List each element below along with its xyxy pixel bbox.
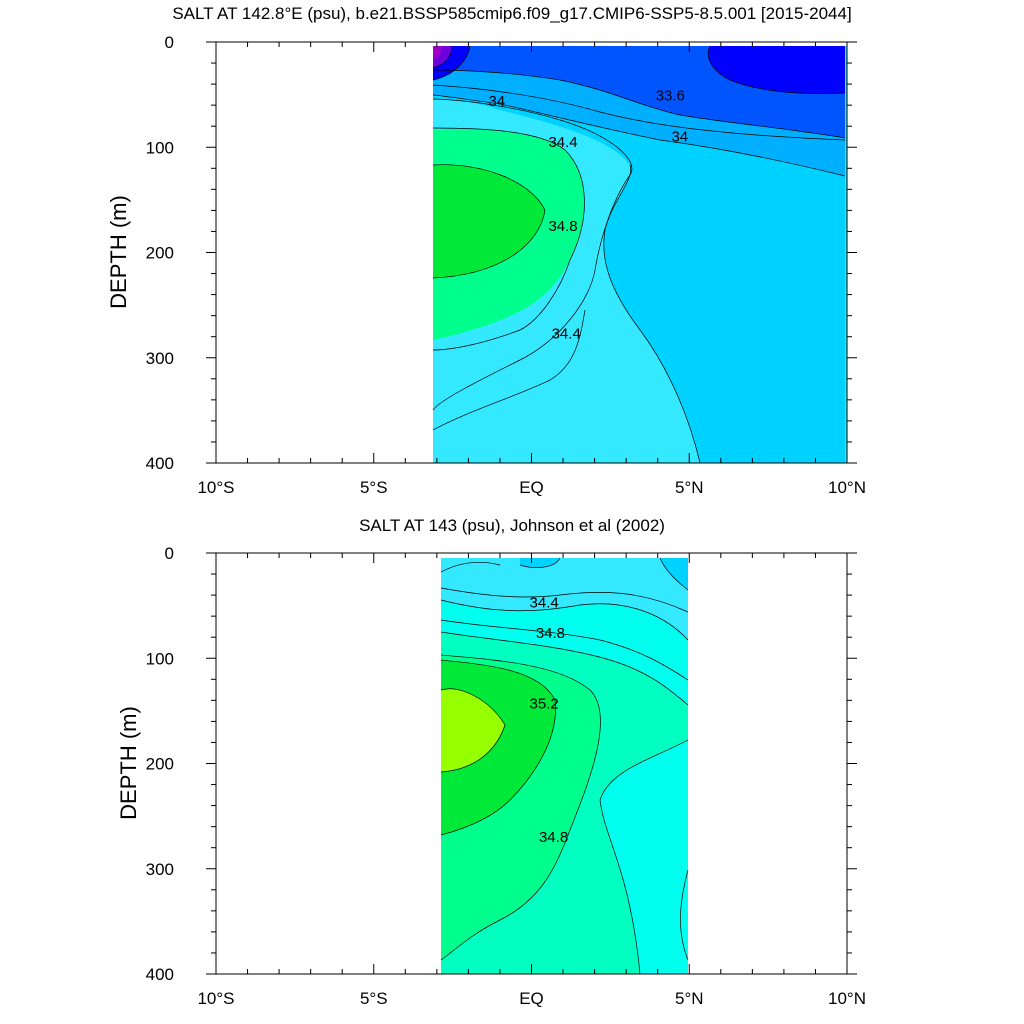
bottom-fill-34-4 (441, 558, 688, 640)
top-y-axis-title: DEPTH (m) (106, 195, 131, 309)
bottom-y-tick-label: 0 (165, 544, 174, 563)
top-contour-label: 34 (671, 129, 688, 146)
bottom-contour-lines (440, 557, 689, 974)
bottom-x-tick-label: 10°N (828, 989, 866, 1008)
bottom-contour-label: 34.8 (536, 625, 565, 642)
top-contour-label: 34.4 (548, 134, 577, 151)
bottom-y-tick-label: 100 (146, 649, 174, 668)
bottom-fill-34-2 (520, 558, 688, 590)
top-y-tick-label: 200 (146, 244, 174, 263)
bottom-contour-label: 34.4 (530, 594, 559, 611)
bottom-chart-title: SALT AT 143 (psu), Johnson et al (2002) (359, 516, 665, 535)
top-contour-label: 33.6 (656, 88, 685, 105)
bottom-x-tick-label: 5°S (360, 989, 388, 1008)
top-y-tick-label: 300 (146, 349, 174, 368)
top-chart-title: SALT AT 142.8°E (psu), b.e21.BSSP585cmip… (172, 4, 852, 23)
bottom-contour-field (440, 557, 689, 974)
bottom-x-tick-label: 10°S (197, 989, 234, 1008)
bottom-contour-label: 34.8 (539, 829, 568, 846)
bottom-y-axis-title: DEPTH (m) (116, 706, 141, 820)
top-y-tick-label: 100 (146, 138, 174, 157)
top-contour-label: 34.8 (548, 218, 577, 235)
bottom-y-tick-label: 200 (146, 755, 174, 774)
top-fill-35-2 (433, 164, 545, 278)
top-fill-33-0-left (433, 46, 442, 59)
top-x-tick-label: 5°N (675, 478, 704, 497)
bottom-x-tick-label: EQ (519, 989, 544, 1008)
bottom-contour-labels: 34.4 34.8 35.2 34.8 (530, 594, 569, 846)
top-contour-label: 34 (488, 93, 505, 110)
top-contour-field (432, 45, 847, 463)
top-y-tick-label: 0 (165, 33, 174, 52)
top-x-tick-label: EQ (519, 478, 544, 497)
top-fill-33-2 (708, 46, 845, 94)
bottom-y-tick-label: 300 (146, 860, 174, 879)
bottom-axis-ticks: 10°S 5°S EQ 5°N 10°N 0 100 200 300 400 (146, 544, 866, 1008)
bottom-contour-label: 35.2 (530, 696, 559, 713)
top-contour-labels: 34 33.6 34 34.4 34.8 34.4 (488, 88, 688, 343)
top-y-tick-label: 400 (146, 454, 174, 473)
top-x-tick-label: 5°S (360, 478, 388, 497)
top-x-tick-label: 10°S (197, 478, 234, 497)
top-contour-label: 34.4 (552, 326, 581, 343)
bottom-y-tick-label: 400 (146, 965, 174, 984)
top-axis-ticks: 10°S 5°S EQ 5°N 10°N 0 100 200 300 400 (146, 33, 866, 497)
top-contour-lines (432, 45, 846, 463)
bottom-x-tick-label: 5°N (675, 989, 704, 1008)
bottom-panel: 10°S 5°S EQ 5°N 10°N 0 100 200 300 400 34.4 34.8 35… (116, 544, 866, 1008)
top-x-tick-label: 10°N (828, 478, 866, 497)
